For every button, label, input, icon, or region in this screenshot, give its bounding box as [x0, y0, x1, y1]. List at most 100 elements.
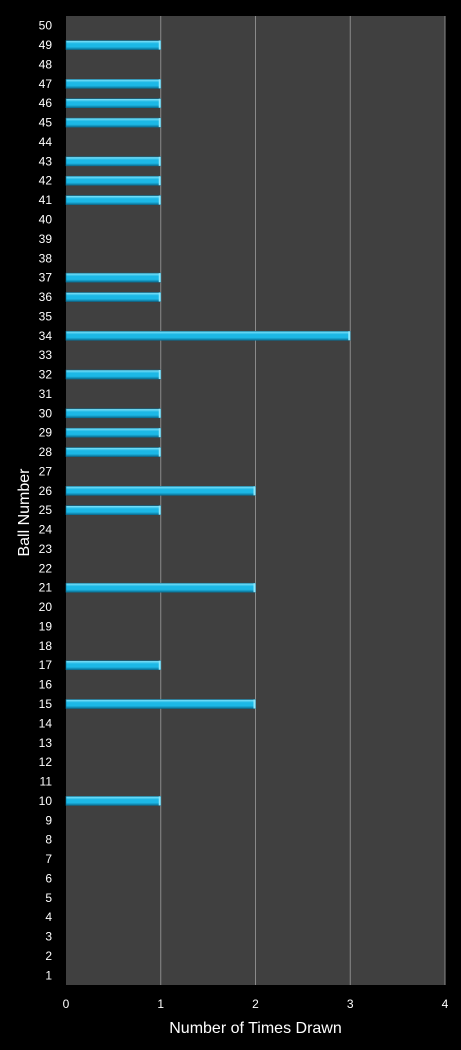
y-tick-label: 37	[39, 271, 53, 285]
bar-cap	[158, 156, 161, 166]
bar-cap	[348, 331, 351, 341]
bar-cap	[158, 408, 161, 418]
bar-ball-45	[65, 117, 162, 128]
bar-cap	[158, 660, 161, 670]
y-tick-label: 33	[39, 348, 53, 362]
x-tick-label: 1	[157, 997, 164, 1011]
bar-ball-26	[65, 486, 256, 496]
bar-ball-34	[65, 330, 351, 341]
y-tick-label: 16	[39, 678, 53, 692]
x-axis-title: Number of Times Drawn	[169, 1020, 342, 1037]
y-tick-label: 50	[39, 19, 53, 33]
y-tick-label: 47	[39, 77, 53, 91]
y-tick-label: 20	[39, 600, 53, 614]
y-tick-label: 38	[39, 251, 53, 265]
y-tick-label: 4	[45, 910, 52, 924]
y-tick-label: 7	[45, 852, 52, 866]
bar-cap	[158, 505, 161, 515]
y-tick-label: 8	[45, 833, 52, 847]
y-tick-label: 24	[39, 523, 53, 537]
bar-cap	[253, 583, 256, 593]
bar-ball-47	[65, 79, 162, 89]
y-tick-label: 9	[45, 813, 52, 827]
bar-ball-30	[65, 408, 162, 419]
y-tick-label: 3	[45, 930, 52, 944]
bar-cap	[158, 118, 161, 128]
bar-cap	[158, 195, 161, 205]
y-tick-label: 30	[39, 406, 53, 420]
y-tick-label: 45	[39, 116, 53, 130]
bar-cap	[158, 292, 161, 302]
y-tick-label: 32	[39, 368, 53, 382]
y-tick-label: 31	[39, 387, 53, 401]
bar-cap	[253, 486, 256, 496]
bar-cap	[158, 40, 161, 50]
y-tick-label: 48	[39, 57, 53, 71]
y-tick-label: 27	[39, 464, 53, 478]
y-tick-label: 6	[45, 871, 52, 885]
y-tick-label: 21	[39, 581, 53, 595]
y-tick-label: 5	[45, 891, 52, 905]
bar-ball-32	[65, 369, 162, 380]
bar-ball-28	[65, 447, 162, 457]
y-tick-label: 42	[39, 174, 53, 188]
bar-ball-17	[65, 660, 162, 671]
y-tick-label: 25	[39, 503, 53, 517]
x-tick-label: 2	[252, 997, 259, 1011]
bar-ball-10	[65, 796, 162, 806]
bar-cap	[253, 699, 256, 709]
y-tick-label: 12	[39, 755, 53, 769]
y-tick-label: 2	[45, 949, 52, 963]
bar-cap	[158, 796, 161, 806]
bar-ball-21	[65, 582, 256, 593]
y-tick-label: 40	[39, 212, 53, 226]
y-tick-label: 1	[45, 968, 52, 982]
y-tick-label: 35	[39, 309, 53, 323]
bar-cap	[158, 428, 161, 438]
bar-cap	[158, 98, 161, 108]
y-tick-label: 22	[39, 561, 53, 575]
bar-ball-36	[65, 292, 162, 302]
x-tick-label: 0	[63, 997, 70, 1011]
bar-ball-37	[65, 272, 162, 283]
y-tick-label: 43	[39, 154, 53, 168]
y-tick-label: 23	[39, 542, 53, 556]
y-tick-label: 49	[39, 38, 53, 52]
y-tick-label: 29	[39, 426, 53, 440]
bar-ball-15	[65, 699, 256, 709]
x-axis-ticks: 0 1 2 3 4	[63, 997, 449, 1011]
y-tick-label: 34	[39, 329, 53, 343]
y-tick-label: 41	[39, 193, 53, 207]
bar-ball-49	[65, 40, 162, 50]
bar-ball-46	[65, 98, 162, 109]
bar-ball-41	[65, 195, 162, 205]
bar-cap	[158, 273, 161, 283]
bar-cap	[158, 370, 161, 380]
y-tick-label: 11	[40, 775, 53, 789]
y-tick-label: 28	[39, 445, 53, 459]
bars	[65, 40, 351, 806]
bar-ball-43	[65, 156, 162, 167]
x-tick-label: 3	[347, 997, 354, 1011]
bar-cap	[158, 176, 161, 186]
bar-ball-29	[65, 427, 162, 438]
bar-ball-25	[65, 505, 162, 515]
y-tick-label: 19	[39, 619, 53, 633]
y-tick-label: 18	[39, 639, 53, 653]
bar-cap	[158, 79, 161, 89]
y-tick-label: 13	[39, 736, 53, 750]
y-tick-label: 26	[39, 484, 53, 498]
y-tick-label: 44	[39, 135, 53, 149]
y-tick-label: 39	[39, 232, 53, 246]
y-tick-label: 17	[39, 658, 53, 672]
y-tick-label: 10	[39, 794, 53, 808]
y-tick-label: 46	[39, 96, 53, 110]
y-tick-label: 15	[39, 697, 53, 711]
bar-ball-42	[65, 175, 162, 186]
y-tick-label: 36	[39, 290, 53, 304]
bar-cap	[158, 447, 161, 457]
y-axis-ticks: 1234567891011121314151617181920212223242…	[39, 19, 53, 983]
y-axis-title: Ball Number	[16, 468, 33, 557]
